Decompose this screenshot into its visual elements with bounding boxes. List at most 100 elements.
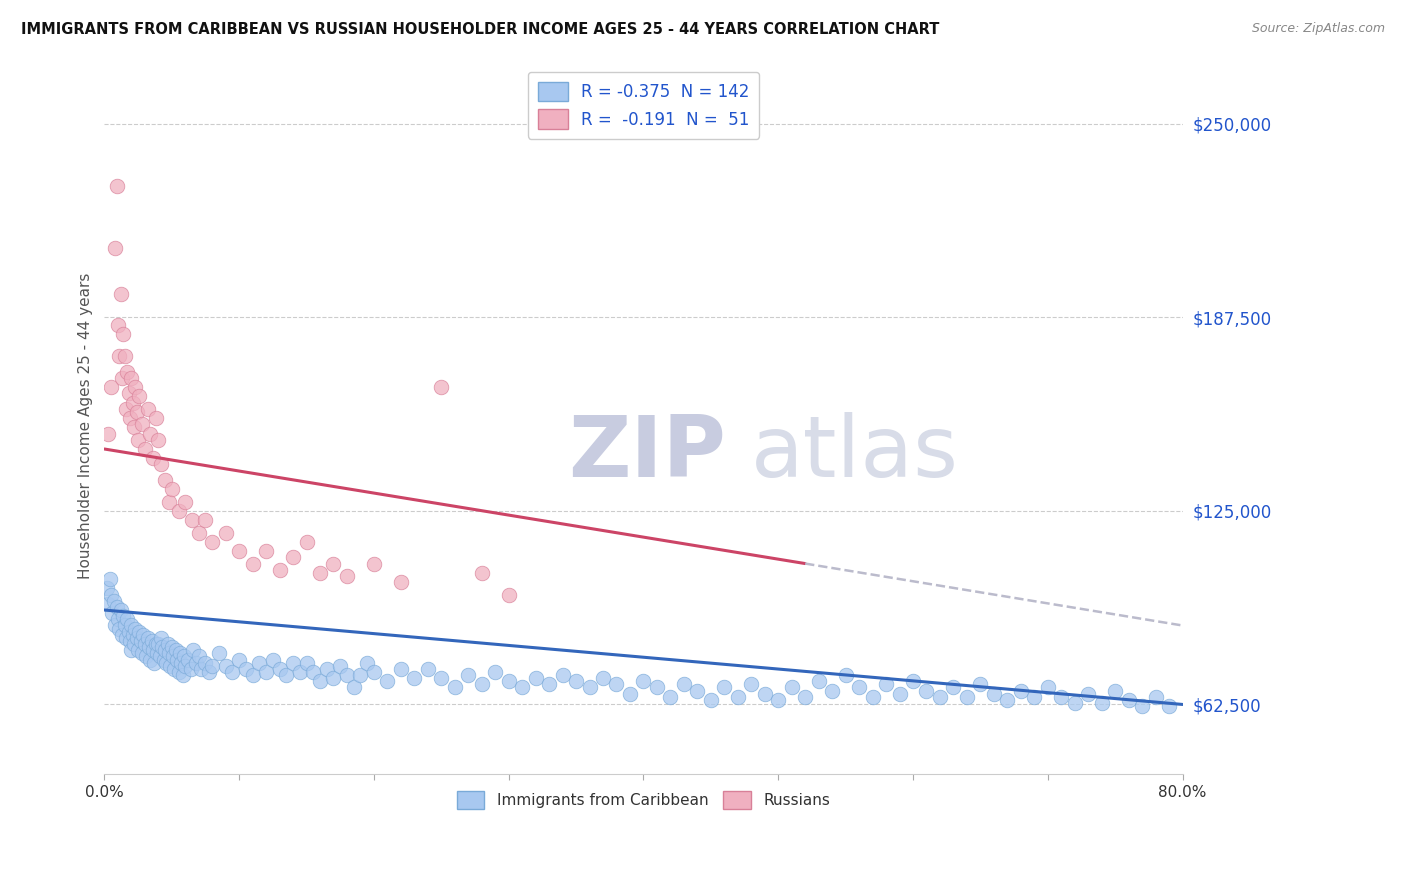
Point xyxy=(713,681,735,695)
Point xyxy=(315,662,337,676)
Point xyxy=(117,612,139,626)
Point xyxy=(201,658,224,673)
Point xyxy=(117,624,139,639)
Point xyxy=(295,656,318,670)
Point xyxy=(129,634,152,648)
Point xyxy=(443,681,465,695)
Text: ZIP: ZIP xyxy=(568,412,725,495)
Point xyxy=(187,649,209,664)
Point xyxy=(167,504,190,518)
Point xyxy=(149,631,172,645)
Point xyxy=(139,652,162,666)
Point xyxy=(148,433,170,447)
Point xyxy=(163,662,186,676)
Point xyxy=(173,649,195,664)
Point xyxy=(181,513,204,527)
Point xyxy=(269,563,291,577)
Point xyxy=(498,674,520,689)
Point xyxy=(159,658,181,673)
Point xyxy=(139,426,162,441)
Point xyxy=(1157,698,1180,713)
Point xyxy=(100,380,122,394)
Point xyxy=(135,649,157,664)
Point xyxy=(1118,693,1140,707)
Point xyxy=(96,582,118,596)
Point xyxy=(983,687,1005,701)
Point xyxy=(117,386,139,401)
Point xyxy=(269,662,291,676)
Point xyxy=(754,687,776,701)
Point xyxy=(619,687,641,701)
Point xyxy=(162,649,184,664)
Text: IMMIGRANTS FROM CARIBBEAN VS RUSSIAN HOUSEHOLDER INCOME AGES 25 - 44 YEARS CORRE: IMMIGRANTS FROM CARIBBEAN VS RUSSIAN HOU… xyxy=(21,22,939,37)
Point xyxy=(146,646,169,660)
Point xyxy=(122,637,145,651)
Point xyxy=(235,662,257,676)
Point xyxy=(929,690,952,704)
Point xyxy=(288,665,311,679)
Point xyxy=(633,674,655,689)
Point xyxy=(104,241,127,255)
Point xyxy=(1010,683,1032,698)
Point xyxy=(336,668,359,682)
Point xyxy=(172,668,194,682)
Point xyxy=(118,634,141,648)
Point xyxy=(780,681,803,695)
Point xyxy=(115,631,138,645)
Point xyxy=(101,606,124,620)
Point xyxy=(377,674,399,689)
Point xyxy=(875,677,897,691)
Point xyxy=(254,544,277,558)
Point xyxy=(124,622,146,636)
Point xyxy=(254,665,277,679)
Point xyxy=(995,693,1018,707)
Point xyxy=(117,365,139,379)
Point xyxy=(108,349,131,363)
Point xyxy=(118,411,141,425)
Point xyxy=(862,690,884,704)
Point xyxy=(208,646,231,660)
Point xyxy=(1024,690,1046,704)
Point xyxy=(165,643,187,657)
Point xyxy=(177,652,200,666)
Point xyxy=(150,640,173,655)
Point xyxy=(115,401,138,416)
Point xyxy=(110,603,132,617)
Point xyxy=(97,597,120,611)
Point xyxy=(184,656,207,670)
Point xyxy=(242,557,264,571)
Point xyxy=(180,662,202,676)
Point xyxy=(1130,698,1153,713)
Point xyxy=(956,690,979,704)
Point xyxy=(430,380,453,394)
Point xyxy=(228,544,250,558)
Point xyxy=(141,634,163,648)
Point xyxy=(969,677,991,691)
Point xyxy=(127,433,149,447)
Point xyxy=(157,646,180,660)
Point xyxy=(700,693,723,707)
Point xyxy=(169,646,191,660)
Point xyxy=(98,572,121,586)
Point xyxy=(389,662,412,676)
Point xyxy=(107,612,129,626)
Point xyxy=(149,649,172,664)
Point xyxy=(302,665,325,679)
Point xyxy=(215,525,238,540)
Point xyxy=(336,569,359,583)
Point xyxy=(110,287,132,301)
Point xyxy=(1077,687,1099,701)
Point xyxy=(242,668,264,682)
Point xyxy=(416,662,439,676)
Point xyxy=(510,681,533,695)
Point xyxy=(430,671,453,685)
Point xyxy=(112,609,135,624)
Point xyxy=(124,380,146,394)
Point xyxy=(111,628,134,642)
Point xyxy=(404,671,426,685)
Point xyxy=(281,656,304,670)
Point xyxy=(160,640,183,655)
Point xyxy=(538,677,561,691)
Point xyxy=(127,643,149,657)
Point xyxy=(153,473,176,487)
